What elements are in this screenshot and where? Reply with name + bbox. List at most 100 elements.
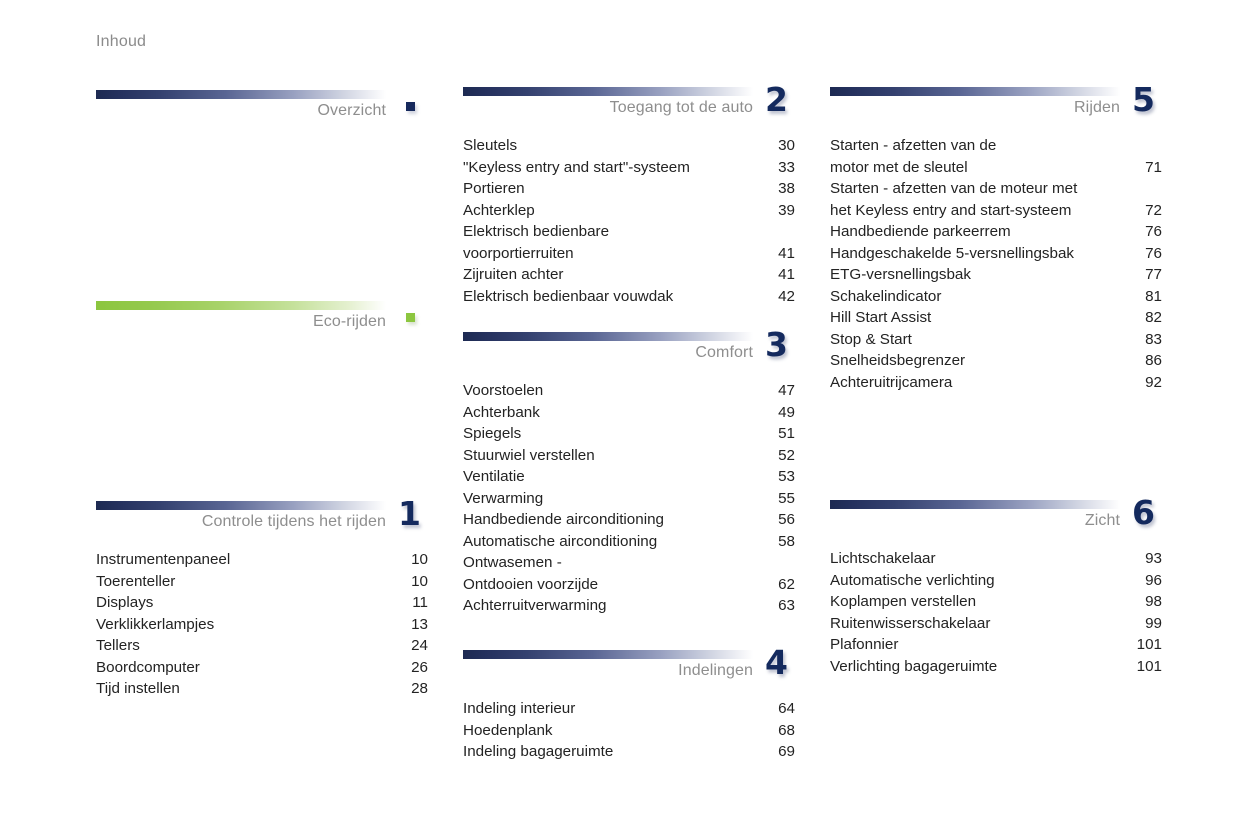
toc-entry[interactable]: "Keyless entry and start"-systeem 33 [463, 157, 795, 179]
section-title[interactable]: Eco-rijden [312, 313, 386, 330]
section-header: Eco-rijden [96, 301, 428, 349]
toc-entry[interactable]: Schakelindicator 81 [830, 286, 1162, 308]
toc-entry-page-number: 71 [1145, 158, 1162, 176]
toc-entry[interactable]: Sleutels 30 [463, 135, 795, 157]
toc-entry-page-number: 28 [411, 680, 428, 697]
toc-entry[interactable]: Spiegels 51 [463, 423, 795, 445]
toc-entry[interactable]: Achteruitrijcamera 92 [830, 372, 1162, 394]
page-title: Inhoud [96, 33, 147, 50]
toc-entry[interactable]: Zijruiten achter 41 [463, 264, 795, 286]
section-title[interactable]: Toegang tot de auto [609, 99, 753, 116]
toc-entry[interactable]: Achterklep 39 [463, 200, 795, 222]
toc-entry-page-number: 38 [778, 180, 795, 197]
toc-entry-label: Stop & Start [830, 330, 912, 348]
toc-entry[interactable]: Hoedenplank 68 [463, 720, 795, 742]
toc-entry[interactable]: Elektrisch bedienbare voorportierruiten 4… [463, 221, 795, 264]
toc-entry[interactable]: Automatische airconditioning 58 [463, 531, 795, 553]
toc-entry-page-number: 96 [1145, 571, 1162, 589]
toc-entry[interactable]: Snelheidsbegrenzer 86 [830, 350, 1162, 372]
toc-entry[interactable]: Elektrisch bedienbaar vouwdak 42 [463, 286, 795, 308]
toc-entry[interactable]: Voorstoelen 47 [463, 380, 795, 402]
section-title[interactable]: Rijden [1074, 99, 1120, 116]
toc-entry[interactable]: Boordcomputer 26 [96, 657, 428, 679]
section-header: Indelingen 4 [463, 646, 795, 698]
toc-entry[interactable]: Handgeschakelde 5-versnellingsbak 76 [830, 243, 1162, 265]
toc-entry[interactable]: Tijd instellen 28 [96, 678, 428, 700]
toc-entry[interactable]: Handbediende airconditioning 56 [463, 509, 795, 531]
toc-entry-page-number: 83 [1145, 330, 1162, 348]
toc-entry[interactable]: Verklikkerlampjes 13 [96, 614, 428, 636]
toc-entry[interactable]: Starten - afzetten van de moteur met het… [830, 178, 1162, 221]
section-header: Comfort 3 [463, 328, 795, 380]
toc-entry[interactable]: Ontwasemen - Ontdooien voorzijde 62 [463, 552, 795, 595]
chapter-number[interactable]: 4 [765, 643, 788, 682]
toc-entry-label: Toerenteller [96, 572, 176, 590]
toc-entry[interactable]: Verwarming 55 [463, 488, 795, 510]
toc-entry[interactable]: Lichtschakelaar 93 [830, 548, 1162, 570]
toc-entry[interactable]: Ventilatie 53 [463, 466, 795, 488]
toc-entry-page-number: 76 [1145, 244, 1162, 262]
section-title[interactable]: Overzicht [317, 102, 386, 119]
toc-entry[interactable]: Handbediende parkeerrem 76 [830, 221, 1162, 243]
toc-entry-page-number: 30 [778, 137, 795, 154]
toc-entry-page-number: 82 [1145, 309, 1162, 326]
section-title[interactable]: Comfort [695, 344, 753, 361]
toc-entry-page-number: 76 [1145, 223, 1162, 240]
chapter-number[interactable]: 6 [1132, 493, 1155, 532]
toc-entry-page-number: 26 [411, 658, 428, 676]
toc-entry-label: Lichtschakelaar [830, 550, 936, 567]
chapter-number[interactable]: 5 [1132, 80, 1155, 119]
section-title[interactable]: Controle tijdens het rijden [201, 513, 386, 530]
toc-entry[interactable]: Stop & Start 83 [830, 329, 1162, 351]
toc-entry-page-number: 58 [778, 532, 795, 550]
toc-entry[interactable]: Instrumentenpaneel 10 [96, 549, 428, 571]
toc-entry-page-number: 86 [1145, 352, 1162, 369]
section-title[interactable]: Zicht [1084, 512, 1120, 529]
toc-entry[interactable]: Plafonnier 101 [830, 634, 1162, 656]
toc-entry-label: Handgeschakelde 5-versnellingsbak [830, 244, 1074, 262]
section-title[interactable]: Indelingen [678, 662, 753, 679]
toc-entry-label: Tijd instellen [96, 680, 180, 697]
toc-entry[interactable]: Ruitenwisserschakelaar 99 [830, 613, 1162, 635]
toc-entry[interactable]: Achterbank 49 [463, 402, 795, 424]
toc-entry-label: Handbediende parkeerrem [830, 223, 1011, 240]
toc-entry-label: Hill Start Assist [830, 309, 932, 326]
toc-entry[interactable]: Indeling interieur 64 [463, 698, 795, 720]
toc-entry[interactable]: Portieren 38 [463, 178, 795, 200]
toc-entry-label: Automatische airconditioning [463, 532, 658, 550]
toc-entry-label: Spiegels [463, 425, 522, 442]
toc-entry[interactable]: ETG-versnellingsbak 77 [830, 264, 1162, 286]
toc-entry[interactable]: Displays 11 [96, 592, 428, 614]
toc-entry[interactable]: Tellers 24 [96, 635, 428, 657]
toc-entry[interactable]: Indeling bagageruimte 69 [463, 741, 795, 763]
toc-entry-label: Achterklep [463, 201, 535, 219]
toc-entry[interactable]: Verlichting bagageruimte 101 [830, 656, 1162, 678]
toc-entry-page-number: 42 [778, 287, 795, 305]
toc-entry-page-number: 98 [1145, 593, 1162, 610]
toc-entry-label: "Keyless entry and start"-systeem [463, 158, 690, 176]
section-entry-list: Indeling interieur 64 Hoedenplank 68 Indelin… [463, 698, 795, 763]
toc-entry-label: Snelheidsbegrenzer [830, 352, 966, 369]
toc-entry[interactable]: Achterruitverwarming 63 [463, 595, 795, 617]
toc-entry-label: Hoedenplank [463, 721, 553, 739]
toc-entry[interactable]: Koplampen verstellen 98 [830, 591, 1162, 613]
toc-entry-page-number: 55 [778, 489, 795, 507]
toc-entry[interactable]: Toerenteller 10 [96, 571, 428, 593]
toc-entry[interactable]: Stuurwiel verstellen 52 [463, 445, 795, 467]
chapter-number[interactable]: 1 [398, 494, 421, 533]
toc-entry[interactable]: Starten - afzetten van de motor met de s… [830, 135, 1162, 178]
section-entry-list: Starten - afzetten van de motor met de s… [830, 135, 1162, 393]
toc-entry-page-number: 51 [778, 425, 795, 442]
toc-entry-label: Elektrisch bedienbaar vouwdak [463, 287, 674, 305]
toc-section-indelingen: Indelingen 4 Indeling interieur 64 Hoedenpla… [463, 646, 795, 760]
toc-entry-label: Tellers [96, 637, 140, 654]
toc-entry[interactable]: Automatische verlichting 96 [830, 570, 1162, 592]
toc-entry-page-number: 33 [778, 158, 795, 176]
toc-entry[interactable]: Hill Start Assist 82 [830, 307, 1162, 329]
chapter-number[interactable]: 3 [765, 325, 788, 364]
toc-entry-label: Portieren [463, 180, 525, 197]
toc-entry-page-number: 64 [778, 700, 795, 717]
toc-entry-label: Verwarming [463, 489, 544, 507]
chapter-number[interactable]: 2 [765, 80, 788, 119]
